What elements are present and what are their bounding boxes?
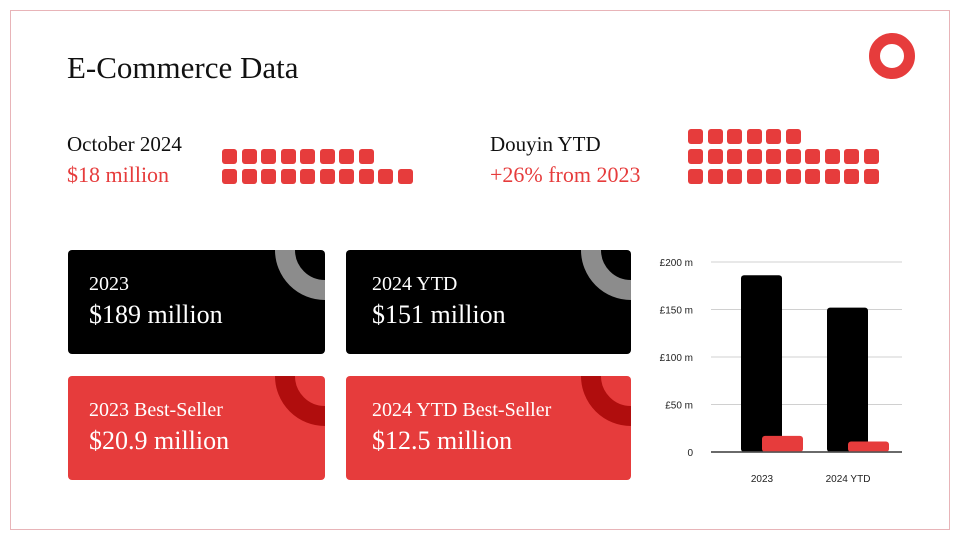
waffle-square [844,169,859,184]
y-tick-label: £50 m [665,401,693,412]
waffle-square [280,169,296,184]
waffle-square [319,169,335,184]
waffle-square [339,169,354,184]
waffle-square [688,149,703,164]
bar-chart: 0 £50 m £100 m £150 m £200 m 2023 2024 YTD [660,258,902,485]
card-value: $151 million [372,300,506,329]
y-tick-label: £100 m [660,353,693,364]
waffle-square [785,149,801,164]
ring-decoration-icon [275,376,325,426]
waffle-square [824,169,840,184]
stat-value-douyin: +26% from 2023 [490,162,641,187]
y-tick-label: £200 m [660,258,693,269]
waffle-square [805,169,820,184]
waffle-square [397,169,413,184]
ring-decoration-icon [581,376,631,426]
waffle-square [805,149,820,164]
waffle-square [844,149,859,164]
card-2023: 2023 $189 million [68,250,325,354]
card-label: 2024 YTD Best-Seller [372,399,552,421]
waffle-square [766,169,781,184]
x-tick-label: 2023 [751,474,774,485]
waffle-square [319,149,335,164]
waffle-square [339,149,354,164]
stat-label-douyin: Douyin YTD [490,132,601,156]
ring-logo-icon [869,33,915,79]
bar-2023-series-1 [741,275,782,452]
ring-decoration-icon [581,250,631,300]
bar-2024-ytd-series-1 [827,307,868,452]
waffle-square [707,169,723,184]
waffle-square [261,149,276,164]
card-2024-ytd-best-seller: 2024 YTD Best-Seller $12.5 million [346,376,631,480]
stat-value-october: $18 million [67,162,170,187]
waffle-square [785,129,801,144]
waffle-square [707,149,723,164]
waffle-square [766,149,781,164]
x-tick-label: 2024 YTD [826,474,871,485]
waffle-square [378,169,393,184]
card-2023-best-seller: 2023 Best-Seller $20.9 million [68,376,325,480]
waffle-square [241,169,257,184]
waffle-square [785,169,801,184]
waffle-square [300,169,315,184]
waffle-square [727,169,742,184]
card-2024-ytd: 2024 YTD $151 million [346,250,631,354]
slide-frame [10,10,950,530]
page-title: E-Commerce Data [67,50,299,85]
waffle-square [358,149,374,164]
waffle-square [280,149,296,164]
waffle-square [688,129,703,144]
waffle-square [261,169,276,184]
waffle-square [746,169,762,184]
waffle-square [358,169,374,184]
bar-2024-ytd-series-2 [848,441,889,452]
card-value: $12.5 million [372,426,513,455]
waffle-square [222,169,237,184]
y-tick-label: £150 m [660,306,693,317]
waffle-square [727,149,742,164]
waffle-square [241,149,257,164]
card-value: $20.9 million [89,426,230,455]
stat-label-october: October 2024 [67,132,182,156]
waffle-square [746,149,762,164]
ring-decoration-icon [275,250,325,300]
waffle-square [863,169,879,184]
waffle-square [222,149,237,164]
waffle-square [746,129,762,144]
card-label: 2023 [89,273,129,295]
waffle-square [688,169,703,184]
card-label: 2024 YTD [372,273,458,295]
y-tick-label: 0 [687,448,693,459]
waffle-square [300,149,315,164]
waffle-square [824,149,840,164]
waffle-square [863,149,879,164]
card-label: 2023 Best-Seller [89,399,223,421]
waffle-square [727,129,742,144]
card-value: $189 million [89,300,223,329]
bar-2023-series-2 [762,435,803,452]
waffle-square [766,129,781,144]
waffle-square [707,129,723,144]
